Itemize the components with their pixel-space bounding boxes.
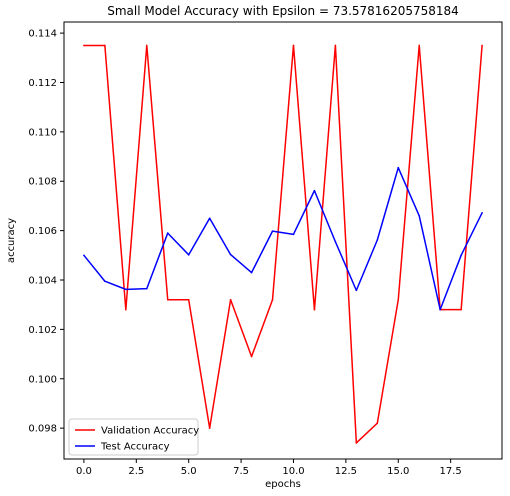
test-point (125, 288, 127, 291)
test-point (104, 280, 106, 283)
validation-point (460, 308, 462, 311)
x-tick-label: 7.5 (233, 466, 249, 477)
y-tick-label: 0.102 (28, 325, 57, 336)
test-point (250, 271, 253, 274)
test-point (439, 308, 441, 311)
test-point (481, 212, 483, 214)
test-point (397, 166, 400, 169)
y-tick-label: 0.106 (28, 226, 57, 237)
validation-point (376, 422, 379, 425)
y-tick-label: 0.100 (28, 374, 57, 385)
series-line-validation (83, 44, 483, 444)
test-point (187, 254, 190, 256)
plot-area: 0.0 2.5 5.0 7.5 10.0 12.5 15.0 17.5 0.0980.1000… (28, 21, 503, 477)
validation-point (104, 44, 106, 47)
test-point (83, 254, 85, 257)
y-axis-title: accuracy (6, 218, 17, 263)
test-point (166, 232, 169, 234)
test-point (145, 287, 148, 290)
x-axis-ticks: 0.0 2.5 5.0 7.5 10.0 12.5 15.0 17.5 (76, 459, 462, 477)
x-tick-label: 15.0 (387, 466, 409, 477)
validation-point (481, 44, 483, 47)
test-point (460, 254, 462, 257)
validation-point (271, 298, 274, 301)
validation-point (313, 308, 316, 311)
y-tick-label: 0.104 (28, 276, 57, 287)
validation-point (145, 44, 148, 47)
test-point (271, 230, 274, 232)
legend-label-validation: Validation Accuracy (101, 426, 199, 437)
validation-point (250, 355, 253, 358)
x-axis-title: epochs (265, 479, 301, 490)
x-tick-label: 2.5 (128, 466, 144, 477)
validation-point (418, 44, 421, 47)
test-point (418, 215, 421, 217)
validation-point (355, 442, 358, 444)
legend-box (68, 418, 199, 456)
test-point (313, 189, 316, 192)
plot-frame (63, 21, 503, 460)
validation-point (334, 44, 337, 47)
y-tick-label: 0.108 (28, 177, 57, 188)
test-point (208, 217, 211, 220)
validation-point (83, 44, 85, 47)
test-point (229, 253, 232, 256)
validation-point (229, 298, 232, 301)
x-tick-label: 5.0 (181, 466, 197, 477)
validation-point (166, 298, 169, 301)
y-tick-label: 0.098 (28, 424, 57, 435)
validation-point (397, 298, 400, 301)
validation-point (292, 44, 295, 47)
test-point (376, 239, 379, 241)
y-tick-label: 0.114 (28, 29, 57, 40)
chart-title: Small Model Accuracy with Epsilon = 73.5… (107, 4, 459, 18)
legend: Validation Accuracy Test Accuracy (68, 418, 199, 456)
x-tick-label: 10.0 (282, 466, 304, 477)
x-tick-label: 0.0 (76, 466, 92, 477)
x-tick-label: 17.5 (440, 466, 462, 477)
y-axis-ticks: 0.098 0.100 0.102 0.104 0.106 0.108 0.110 0.112… (28, 29, 64, 435)
y-tick-label: 0.110 (28, 127, 57, 138)
test-point (292, 233, 295, 236)
test-point (334, 240, 337, 243)
series-line-test (83, 166, 483, 311)
legend-label-test: Test Accuracy (100, 442, 170, 453)
series-layer (83, 44, 483, 444)
validation-point (125, 308, 127, 311)
y-tick-label: 0.112 (28, 78, 57, 89)
test-point (355, 289, 358, 292)
x-tick-label: 12.5 (335, 466, 357, 477)
validation-point (187, 298, 190, 301)
validation-point (208, 427, 211, 429)
